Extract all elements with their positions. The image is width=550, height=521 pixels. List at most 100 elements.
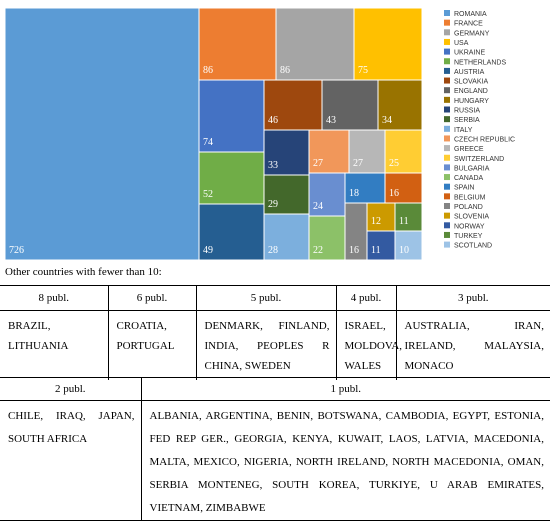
treemap-cell-greece: [348, 129, 386, 174]
cell-8-publ: BRAZIL, LITHUANIA: [8, 320, 69, 352]
treemap-value-label: 49: [203, 245, 213, 256]
table-row: BRAZIL, LITHUANIA CROATIA, PORTUGAL DENM…: [0, 310, 550, 380]
legend-label: NORWAY: [454, 223, 485, 230]
table-header-row: 8 publ. 6 publ. 5 publ. 4 publ. 3 publ.: [0, 285, 550, 311]
treemap-value-label: 52: [203, 189, 213, 200]
legend-swatch: [444, 96, 450, 103]
legend-label: UKRAINE: [454, 50, 485, 57]
legend-label: CZECH REPUBLIC: [454, 136, 515, 143]
treemap-value-label: 33: [268, 160, 278, 171]
legend-swatch: [444, 10, 450, 16]
treemap-value-label: 22: [313, 245, 323, 256]
treemap-cell-italy: [263, 213, 310, 261]
treemap-cell-russia: [263, 129, 310, 176]
legend-label: SCOTLAND: [454, 243, 492, 250]
legend-swatch: [444, 116, 450, 123]
treemap-value-label: 75: [358, 65, 368, 76]
treemap-value-label: 12: [371, 216, 381, 227]
legend-label: USA: [454, 40, 469, 47]
treemap-value-label: 34: [382, 115, 392, 126]
treemap-cell-usa: [353, 7, 423, 81]
treemap-value-label: 29: [268, 199, 278, 210]
legend-label: NETHERLANDS: [454, 59, 506, 66]
legend-swatch: [444, 38, 450, 45]
legend-swatch: [444, 106, 450, 113]
treemap-cell-romania: [4, 7, 200, 261]
legend-label: SERBIA: [454, 117, 480, 124]
publications-table-top: 8 publ. 6 publ. 5 publ. 4 publ. 3 publ. …: [0, 285, 550, 380]
legend-swatch: [444, 29, 450, 36]
header-6-publ: 6 publ.: [107, 285, 196, 311]
legend-label: SWITZERLAND: [454, 156, 504, 163]
legend-swatch: [444, 212, 450, 219]
legend-label: BELGIUM: [454, 194, 486, 201]
cell-5-publ: DENMARK, FINLAND, INDIA, PEOPLES R CHINA…: [195, 310, 336, 380]
legend-swatch: [444, 222, 450, 229]
legend-label: ITALY: [454, 127, 473, 134]
cell-3-publ: AUSTRALIA, IRAN, IRELAND, MALAYSIA, MONA…: [395, 310, 550, 380]
legend-label: HUNGARY: [454, 98, 489, 105]
other-countries-caption: Other countries with fewer than 10:: [5, 266, 162, 278]
legend-swatch: [444, 125, 450, 132]
legend-label: BULGARIA: [454, 165, 490, 172]
table-header-row: 2 publ. 1 publ.: [0, 377, 550, 401]
legend-label: ROMANIA: [454, 11, 487, 18]
treemap-value-label: 10: [399, 245, 409, 256]
legend-label: TURKEY: [454, 233, 483, 240]
cell-1-publ: ALBANIA, ARGENTINA, BENIN, BOTSWANA, CAM…: [140, 400, 550, 521]
treemap-value-label: 18: [349, 188, 359, 199]
cell-2-publ: CHILE, IRAQ, JAPAN, SOUTH AFRICA: [0, 400, 141, 521]
treemap-value-label: 11: [399, 216, 409, 227]
legend-label: GERMANY: [454, 30, 490, 37]
legend-label: ENGLAND: [454, 88, 488, 95]
treemap-value-label: 11: [371, 245, 381, 256]
cell-6-publ: CROATIA, PORTUGAL: [107, 310, 196, 380]
publications-table-bottom: 2 publ. 1 publ. CHILE, IRAQ, JAPAN, SOUT…: [0, 377, 550, 521]
cell-4-publ: ISRAEL, MOLDOVA, WALES: [335, 310, 402, 380]
legend-swatch: [444, 87, 450, 94]
legend-swatch: [444, 19, 450, 26]
legend-swatch: [444, 164, 450, 171]
legend-swatch: [444, 67, 450, 74]
treemap-value-label: 43: [326, 115, 336, 126]
legend-label: GREECE: [454, 146, 484, 153]
legend-label: SLOVAKIA: [454, 79, 488, 86]
treemap-value-label: 86: [203, 65, 213, 76]
treemap-cell-scotland: [394, 230, 423, 261]
table-row: CHILE, IRAQ, JAPAN, SOUTH AFRICA ALBANIA…: [0, 400, 550, 521]
legend-label: FRANCE: [454, 21, 483, 28]
treemap-cell-austria: [198, 203, 265, 261]
header-8-publ: 8 publ.: [0, 285, 108, 311]
legend-swatch: [444, 174, 450, 181]
header-2-publ: 2 publ.: [0, 377, 141, 401]
treemap-value-label: 726: [9, 245, 24, 256]
legend-label: POLAND: [454, 204, 483, 211]
treemap-cell-spain: [344, 172, 386, 204]
treemap-value-label: 46: [268, 115, 278, 126]
legend-label: SLOVENIA: [454, 214, 489, 221]
treemap-value-label: 27: [313, 158, 323, 169]
legend-swatch: [444, 203, 450, 209]
treemap-value-label: 16: [389, 188, 399, 199]
legend-swatch: [444, 48, 450, 55]
legend-label: CANADA: [454, 175, 484, 182]
legend-swatch: [444, 231, 450, 238]
treemap-cell-england: [321, 79, 379, 131]
treemap-cell-norway: [366, 230, 396, 261]
legend-swatch: [444, 58, 450, 65]
treemap-value-label: 28: [268, 245, 278, 256]
legend-label: RUSSIA: [454, 108, 480, 115]
treemap-cell-germany: [275, 7, 355, 81]
treemap-value-label: 74: [203, 137, 213, 148]
legend-swatch: [444, 154, 450, 161]
treemap-value-label: 27: [353, 158, 363, 169]
legend-swatch: [444, 77, 450, 84]
legend-label: AUSTRIA: [454, 69, 485, 76]
treemap-cell-canada: [308, 215, 346, 261]
header-3-publ: 3 publ.: [395, 285, 550, 311]
treemap-value-label: 24: [313, 201, 323, 212]
treemap-cell-belgium: [384, 172, 423, 204]
treemap-value-label: 86: [280, 65, 290, 76]
treemap-cell-bulgaria: [308, 172, 346, 217]
legend-swatch: [444, 145, 450, 152]
